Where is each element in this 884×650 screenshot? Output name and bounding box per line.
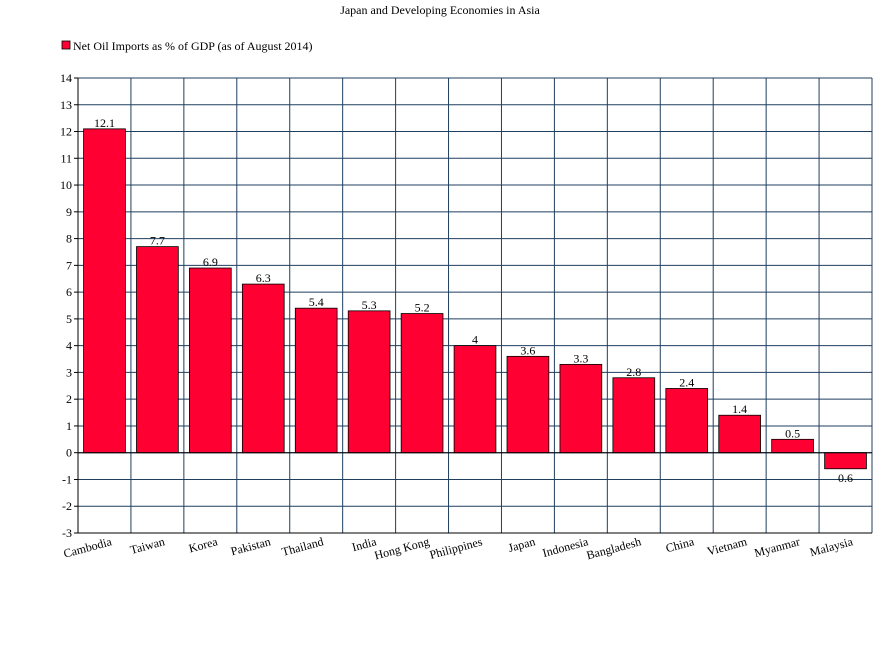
chart-title: Japan and Developing Economies in Asia <box>340 3 540 17</box>
value-label: 12.1 <box>94 116 115 130</box>
x-tick-label: China <box>664 534 696 555</box>
bar <box>83 128 126 454</box>
bar <box>400 313 444 454</box>
bar <box>453 345 497 454</box>
value-label: 2.4 <box>679 375 694 389</box>
value-label: 5.3 <box>362 298 377 312</box>
bar <box>189 267 232 454</box>
value-label: 4 <box>472 333 478 347</box>
y-tick-label: 12 <box>60 125 72 139</box>
bar <box>612 377 656 454</box>
bars <box>83 128 867 470</box>
y-tick-label: -1 <box>62 472 72 486</box>
value-label: 5.4 <box>309 295 324 309</box>
y-tick-label: 2 <box>66 392 72 406</box>
legend: Net Oil Imports as % of GDP (as of Augus… <box>61 39 313 53</box>
x-tick-label: Japan <box>507 534 537 555</box>
x-tick-label: Hong Kong <box>373 534 431 562</box>
x-tick-label: Indonesia <box>541 534 590 560</box>
value-label: 3.3 <box>573 351 588 365</box>
x-tick-label: Thailand <box>280 534 325 559</box>
bar <box>347 310 391 454</box>
y-tick-label: 4 <box>66 339 72 353</box>
bar <box>506 355 550 454</box>
value-label: 0.5 <box>785 426 800 440</box>
x-tick-label: Malaysia <box>808 534 855 559</box>
value-label: 0.6 <box>838 471 853 485</box>
y-tick-label: 14 <box>60 71 72 85</box>
x-tick-labels: Cambodia Taiwan Korea Pakistan Thailand India… <box>62 534 855 562</box>
value-label: 7.7 <box>150 234 165 248</box>
bar <box>136 246 179 454</box>
y-tick-label: -2 <box>62 499 72 513</box>
x-tick-label: Vietnam <box>706 534 749 558</box>
x-tick-label: Bangladesh <box>585 534 643 562</box>
axes <box>74 77 872 534</box>
y-tick-label: 8 <box>66 232 72 246</box>
value-label: 1.4 <box>732 402 747 416</box>
value-label: 6.9 <box>203 255 218 269</box>
value-label: 3.6 <box>520 343 535 357</box>
y-tick-label: 13 <box>60 98 72 112</box>
y-tick-label: 6 <box>66 285 72 299</box>
y-tick-label: 1 <box>66 419 72 433</box>
legend-label: Net Oil Imports as % of GDP (as of Augus… <box>73 39 313 53</box>
x-tick-label: Pakistan <box>229 534 272 558</box>
bar <box>559 363 603 454</box>
value-label: 6.3 <box>256 271 271 285</box>
y-tick-label: 11 <box>60 151 72 165</box>
bar <box>294 307 338 454</box>
x-tick-label: Korea <box>187 534 220 555</box>
bar <box>771 438 814 454</box>
value-label: 2.8 <box>626 365 641 379</box>
x-tick-label: Philippines <box>428 534 484 562</box>
y-tick-label: 5 <box>66 312 72 326</box>
y-tick-label: 10 <box>60 178 72 192</box>
y-tick-label: 7 <box>66 258 72 272</box>
y-tick-label: 3 <box>66 365 72 379</box>
y-tick-label: -3 <box>62 526 72 540</box>
x-tick-label: India <box>350 534 378 554</box>
y-tick-label: 9 <box>66 205 72 219</box>
bar <box>241 283 285 454</box>
bar <box>824 452 867 470</box>
value-label: 5.2 <box>415 301 430 315</box>
bar <box>665 388 709 454</box>
value-labels: 12.1 7.7 6.9 6.3 5.4 5.3 5.2 4 3.6 3.3 2.8 2.4 1.4 0.… <box>94 116 853 485</box>
y-tick-label: 0 <box>66 446 72 460</box>
x-tick-label: Taiwan <box>129 534 167 557</box>
legend-swatch <box>61 40 71 50</box>
x-tick-label: Myanmar <box>753 534 802 560</box>
bar <box>718 414 761 454</box>
